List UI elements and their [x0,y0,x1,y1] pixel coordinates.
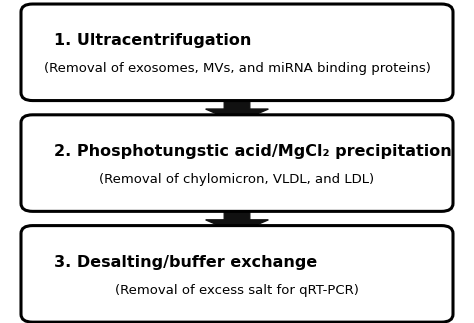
Text: 1. Ultracentrifugation: 1. Ultracentrifugation [54,34,251,48]
FancyBboxPatch shape [21,225,453,322]
Polygon shape [206,203,268,233]
Text: (Removal of excess salt for qRT-PCR): (Removal of excess salt for qRT-PCR) [115,284,359,297]
Text: 2. Phosphotungstic acid/MgCl₂ precipitation: 2. Phosphotungstic acid/MgCl₂ precipitat… [54,144,451,159]
FancyBboxPatch shape [21,4,453,100]
FancyBboxPatch shape [21,115,453,211]
Text: (Removal of chylomicron, VLDL, and LDL): (Removal of chylomicron, VLDL, and LDL) [100,173,374,186]
Text: (Removal of exosomes, MVs, and miRNA binding proteins): (Removal of exosomes, MVs, and miRNA bin… [44,62,430,75]
Text: 3. Desalting/buffer exchange: 3. Desalting/buffer exchange [54,255,317,270]
Polygon shape [206,92,268,122]
